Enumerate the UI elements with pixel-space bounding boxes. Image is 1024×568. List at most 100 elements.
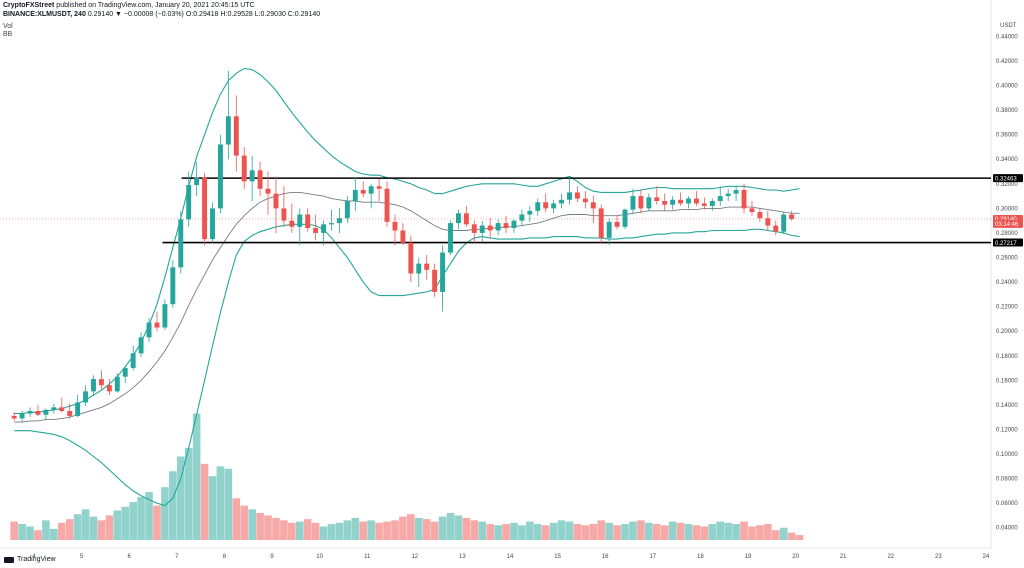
candle-body <box>574 192 580 199</box>
candle-body <box>511 220 517 229</box>
volume-bar <box>184 447 193 540</box>
volume-bar <box>81 509 90 540</box>
volume-bar <box>208 476 217 540</box>
candle-body <box>138 337 144 354</box>
volume-bar <box>573 524 582 540</box>
bb-upper-line <box>14 67 800 415</box>
volume-bar <box>676 522 685 540</box>
volume-bar <box>549 522 558 540</box>
volume-bar <box>192 413 201 540</box>
volume-bar <box>129 501 137 540</box>
volume-bar <box>716 521 725 540</box>
volume-bar <box>779 527 788 540</box>
volume-bar <box>145 492 153 540</box>
candle-body <box>448 223 453 253</box>
volume-bar <box>359 521 368 540</box>
published-text: published on TradingView.com, January 20… <box>56 2 255 9</box>
volume-bar <box>295 521 304 540</box>
x-tick-label: 18 <box>697 554 704 560</box>
candle-body <box>91 379 96 392</box>
candle-body <box>582 198 588 203</box>
candle-body <box>281 208 287 221</box>
price-tag-level <box>993 238 1023 247</box>
x-tick-label: 7 <box>175 554 179 560</box>
volume-bar <box>224 468 233 540</box>
candle-body <box>51 407 57 410</box>
candle-body <box>432 269 438 292</box>
x-tick-label: 19 <box>745 554 752 560</box>
volume-bar <box>470 520 479 540</box>
publisher-name[interactable]: CryptoFXStreet <box>3 2 55 9</box>
volume-bar <box>510 522 518 540</box>
candle-body <box>567 192 572 200</box>
publisher-line: CryptoFXStreet published on TradingView.… <box>3 2 255 10</box>
candle-body <box>146 322 152 338</box>
symbol-ticker[interactable]: BINANCE:XLMUSDT, 240 <box>3 11 86 18</box>
volume-bar <box>494 525 502 540</box>
candle-body <box>83 391 89 403</box>
candle-body <box>424 263 430 270</box>
volume-bar <box>526 521 534 540</box>
y-tick-label: 0.18000 <box>996 354 1018 360</box>
x-tick-label: 10 <box>316 554 323 560</box>
volume-bar <box>153 505 161 540</box>
volume-bar <box>684 524 693 540</box>
volume-bar <box>26 526 34 540</box>
volume-indicator-label[interactable]: Vol <box>3 23 13 30</box>
volume-bar <box>565 521 574 540</box>
bb-lower-line <box>14 223 800 507</box>
x-tick-label: 4 <box>32 554 36 560</box>
volume-bar <box>660 525 669 540</box>
tradingview-logo[interactable]: TradingView <box>4 556 56 563</box>
candle-body <box>686 198 691 204</box>
price-tag-label: 0.27217 <box>995 241 1017 247</box>
candle-body <box>273 193 279 209</box>
candle-body <box>43 409 49 415</box>
volume-bar <box>303 519 312 540</box>
x-tick-label: 14 <box>507 554 514 560</box>
y-tick-label: 0.20000 <box>996 329 1018 335</box>
candle-body <box>289 220 295 227</box>
y-tick-label: 0.22000 <box>996 305 1018 311</box>
volume-bar <box>462 517 471 540</box>
volume-bar <box>264 515 272 540</box>
volume-bar <box>97 520 106 540</box>
x-tick-label: 22 <box>887 554 894 560</box>
volume-bar <box>288 522 296 540</box>
volume-bar <box>280 520 288 540</box>
candle-body <box>98 379 104 386</box>
y-tick-label: 0.16000 <box>996 378 1018 384</box>
volume-bar <box>446 512 455 540</box>
volume-bar <box>65 519 74 540</box>
volume-bar <box>248 509 256 540</box>
candle-body <box>670 199 676 205</box>
volume-bar <box>200 463 209 540</box>
bollinger-indicator-label[interactable]: BB <box>3 31 13 38</box>
ohlc-readout: O:0.29418 H:0.29528 L:0.29030 C:0.29140 <box>185 11 321 18</box>
x-tick-label: 12 <box>411 554 418 560</box>
volume-bar <box>367 520 375 540</box>
y-tick-label: 0.30000 <box>996 206 1018 212</box>
candle-body <box>598 208 604 238</box>
x-tick-label: 23 <box>935 554 942 560</box>
candle-body <box>662 201 668 205</box>
candle-body <box>265 188 271 194</box>
x-tick-label: 16 <box>602 554 609 560</box>
candle-body <box>313 228 319 233</box>
volume-bar <box>42 520 50 540</box>
candle-body <box>186 185 192 220</box>
candle-body <box>249 170 255 182</box>
volume-bar <box>581 525 590 540</box>
volume-bar <box>652 524 661 540</box>
bb-basis-line <box>14 191 800 423</box>
candle-body <box>130 353 136 369</box>
candle-body <box>765 218 771 226</box>
volume-bar <box>343 520 352 540</box>
volume-bar <box>375 522 383 540</box>
candle-body <box>463 213 469 225</box>
volume-bar <box>57 522 66 540</box>
candle-body <box>27 411 33 414</box>
candle-body <box>781 214 787 232</box>
volume-bar <box>18 524 26 540</box>
